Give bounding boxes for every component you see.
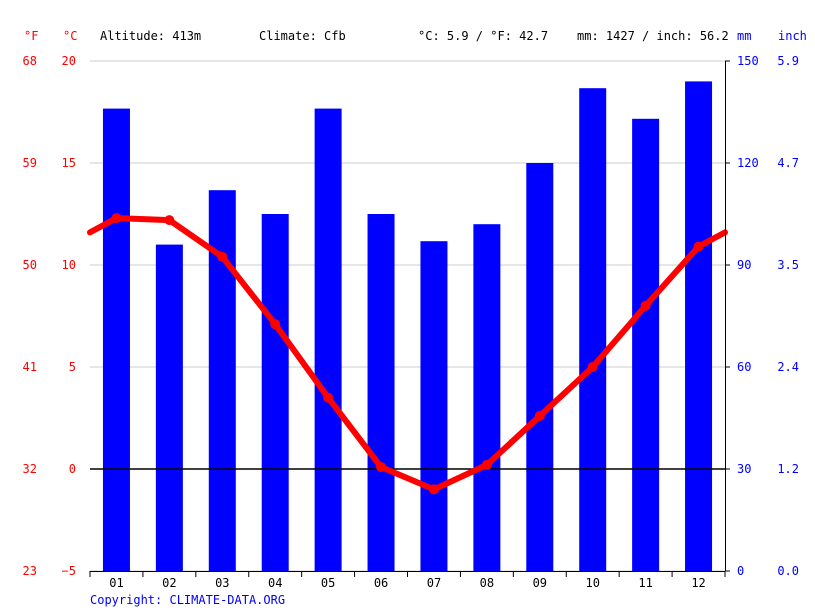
- month-tick-label: 07: [427, 576, 441, 590]
- precipitation-bar: [685, 81, 713, 572]
- month-tick-label: 12: [691, 576, 705, 590]
- altitude-label: Altitude: 413m: [100, 29, 201, 43]
- temperature-point: [270, 319, 281, 330]
- fahrenheit-tick-label: 23: [23, 564, 37, 578]
- month-tick-label: 04: [268, 576, 282, 590]
- gridlines: [90, 60, 725, 572]
- month-tick-label: 02: [162, 576, 176, 590]
- month-tick-label: 10: [585, 576, 599, 590]
- precip-total-label: mm: 1427 / inch: 56.2: [577, 29, 729, 43]
- fahrenheit-tick-label: 68: [23, 54, 37, 68]
- celsius-tick-label: 0: [69, 462, 76, 476]
- precipitation-bar: [579, 88, 607, 571]
- climate-label: Climate: Cfb: [259, 29, 346, 43]
- precipitation-bar: [155, 244, 183, 571]
- inch-tick-label: 5.9: [777, 54, 799, 68]
- temperature-point: [534, 410, 545, 421]
- precipitation-bars: [102, 81, 713, 572]
- axes: [89, 60, 730, 577]
- temperature-point: [481, 459, 492, 470]
- precipitation-bar: [526, 163, 554, 571]
- precipitation-bar: [314, 108, 342, 571]
- inch-tick-label: 3.5: [777, 258, 799, 272]
- precipitation-bar: [420, 241, 448, 571]
- inch-unit-label: inch: [778, 29, 807, 43]
- inch-tick-label: 4.7: [777, 156, 799, 170]
- celsius-unit-label: °C: [63, 29, 77, 43]
- fahrenheit-tick-label: 50: [23, 258, 37, 272]
- temperature-line: [87, 215, 728, 493]
- fahrenheit-tick-label: 32: [23, 462, 37, 476]
- mm-tick-label: 0: [737, 564, 744, 578]
- month-tick-label: 06: [374, 576, 388, 590]
- temperature-point: [323, 392, 334, 403]
- temperature-point: [428, 484, 439, 495]
- fahrenheit-unit-label: °F: [24, 29, 38, 43]
- mm-tick-label: 120: [737, 156, 759, 170]
- temperature-point: [217, 251, 228, 262]
- fahrenheit-tick-label: 59: [23, 156, 37, 170]
- precipitation-bar: [632, 118, 660, 572]
- inch-tick-label: 2.4: [777, 360, 799, 374]
- temperature-point: [587, 362, 598, 372]
- temperature-point: [640, 300, 651, 311]
- celsius-tick-label: 5: [69, 360, 76, 374]
- temperature-point: [111, 213, 122, 224]
- inch-tick-label: 0.0: [777, 564, 799, 578]
- copyright-text: Copyright: CLIMATE-DATA.ORG: [90, 593, 285, 607]
- mm-tick-label: 150: [737, 54, 759, 68]
- month-tick-label: 03: [215, 576, 229, 590]
- tick-labels: 68595041322320151050−515012090603005.94.…: [23, 54, 799, 590]
- temperature-point: [164, 215, 175, 226]
- avg-temp-label: °C: 5.9 / °F: 42.7: [418, 29, 548, 43]
- celsius-tick-label: 15: [62, 156, 76, 170]
- month-tick-label: 08: [480, 576, 494, 590]
- celsius-tick-label: −5: [62, 564, 76, 578]
- inch-tick-label: 1.2: [777, 462, 799, 476]
- precipitation-bar: [473, 224, 501, 571]
- temperature-point: [376, 461, 387, 472]
- mm-tick-label: 60: [737, 360, 751, 374]
- month-tick-label: 11: [638, 576, 652, 590]
- temperature-point: [693, 241, 704, 252]
- precipitation-bar: [102, 108, 130, 571]
- temperature-line-layer: [87, 213, 728, 495]
- mm-unit-label: mm: [737, 29, 751, 43]
- precipitation-bar: [367, 214, 395, 571]
- mm-tick-label: 30: [737, 462, 751, 476]
- month-tick-label: 01: [109, 576, 123, 590]
- fahrenheit-tick-label: 41: [23, 360, 37, 374]
- month-tick-label: 05: [321, 576, 335, 590]
- celsius-tick-label: 10: [62, 258, 76, 272]
- celsius-tick-label: 20: [62, 54, 76, 68]
- precipitation-bar: [261, 214, 289, 571]
- mm-tick-label: 90: [737, 258, 751, 272]
- month-tick-label: 09: [533, 576, 547, 590]
